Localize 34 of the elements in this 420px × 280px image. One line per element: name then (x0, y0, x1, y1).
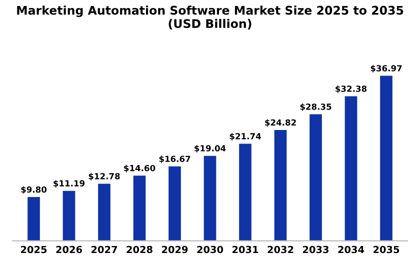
data-label: $32.38 (336, 85, 367, 93)
x-tick-label: 2032 (268, 246, 294, 254)
data-label: $19.04 (194, 144, 226, 153)
x-tick-label: 2033 (302, 246, 329, 254)
data-label: $12.78 (88, 172, 120, 180)
data-label: $24.82 (265, 119, 296, 127)
x-tick-label: 2034 (338, 246, 364, 254)
bar (239, 144, 252, 241)
x-tick-label: 2029 (162, 246, 188, 254)
bar (204, 156, 216, 241)
x-tick-label: 2027 (91, 246, 118, 254)
x-tick-label: 2028 (126, 246, 152, 254)
data-label: $36.97 (370, 64, 402, 73)
bar (62, 190, 76, 241)
data-label: $11.19 (54, 180, 85, 188)
x-tick-label: 2035 (373, 246, 400, 254)
x-tick-label: 2030 (197, 246, 224, 254)
bar (28, 197, 40, 241)
data-label: $14.60 (124, 164, 156, 172)
bar (168, 166, 181, 241)
data-label: $21.74 (230, 132, 261, 140)
bar (98, 184, 110, 241)
x-tick-label: 2025 (20, 246, 47, 254)
bar (133, 176, 146, 241)
x-tick-label: 2031 (232, 246, 258, 254)
data-label: $28.35 (300, 103, 332, 111)
chart-title: Marketing Automation Software Market Size 2025 to 2035 (USD Billion) (17, 6, 404, 30)
data-label: $16.67 (159, 156, 190, 164)
bar (274, 130, 287, 241)
x-tick-label: 2026 (56, 246, 82, 254)
bar (344, 96, 358, 241)
bar (380, 76, 392, 241)
data-label: $9.80 (21, 186, 47, 194)
bar (310, 114, 322, 241)
